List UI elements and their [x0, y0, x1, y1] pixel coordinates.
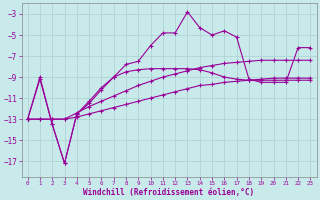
X-axis label: Windchill (Refroidissement éolien,°C): Windchill (Refroidissement éolien,°C) [84, 188, 255, 197]
